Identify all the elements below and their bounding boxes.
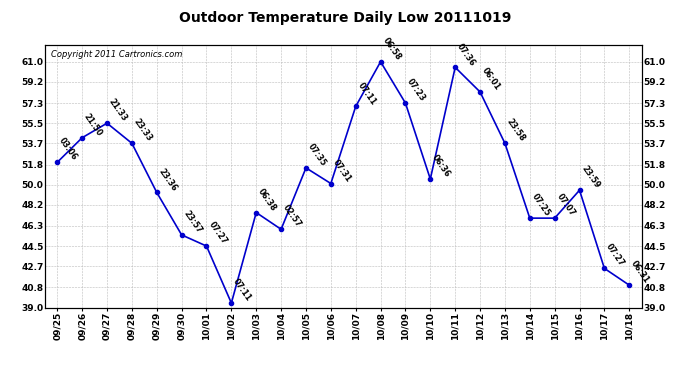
Text: 07:36: 07:36: [455, 42, 477, 68]
Text: 06:36: 06:36: [431, 153, 452, 179]
Text: 21:33: 21:33: [107, 97, 129, 123]
Text: 07:27: 07:27: [206, 220, 228, 246]
Text: 07:27: 07:27: [604, 243, 627, 268]
Text: 23:57: 23:57: [181, 209, 204, 235]
Text: 23:59: 23:59: [580, 164, 602, 190]
Text: 21:50: 21:50: [82, 112, 104, 138]
Text: 07:35: 07:35: [306, 142, 328, 168]
Text: 07:11: 07:11: [356, 81, 377, 106]
Text: 06:58: 06:58: [381, 36, 402, 62]
Text: 06:31: 06:31: [629, 260, 651, 285]
Text: Outdoor Temperature Daily Low 20111019: Outdoor Temperature Daily Low 20111019: [179, 11, 511, 25]
Text: 06:01: 06:01: [480, 66, 502, 92]
Text: 07:31: 07:31: [331, 158, 353, 183]
Text: 07:25: 07:25: [530, 192, 552, 218]
Text: 23:36: 23:36: [157, 166, 179, 192]
Text: 07:11: 07:11: [231, 277, 253, 303]
Text: 03:06: 03:06: [57, 136, 79, 162]
Text: Copyright 2011 Cartronics.com: Copyright 2011 Cartronics.com: [51, 50, 182, 59]
Text: 06:38: 06:38: [256, 187, 278, 213]
Text: 23:58: 23:58: [505, 117, 527, 143]
Text: 23:33: 23:33: [132, 117, 154, 143]
Text: 07:23: 07:23: [406, 77, 427, 103]
Text: 02:57: 02:57: [281, 203, 303, 229]
Text: 07:07: 07:07: [555, 192, 577, 218]
